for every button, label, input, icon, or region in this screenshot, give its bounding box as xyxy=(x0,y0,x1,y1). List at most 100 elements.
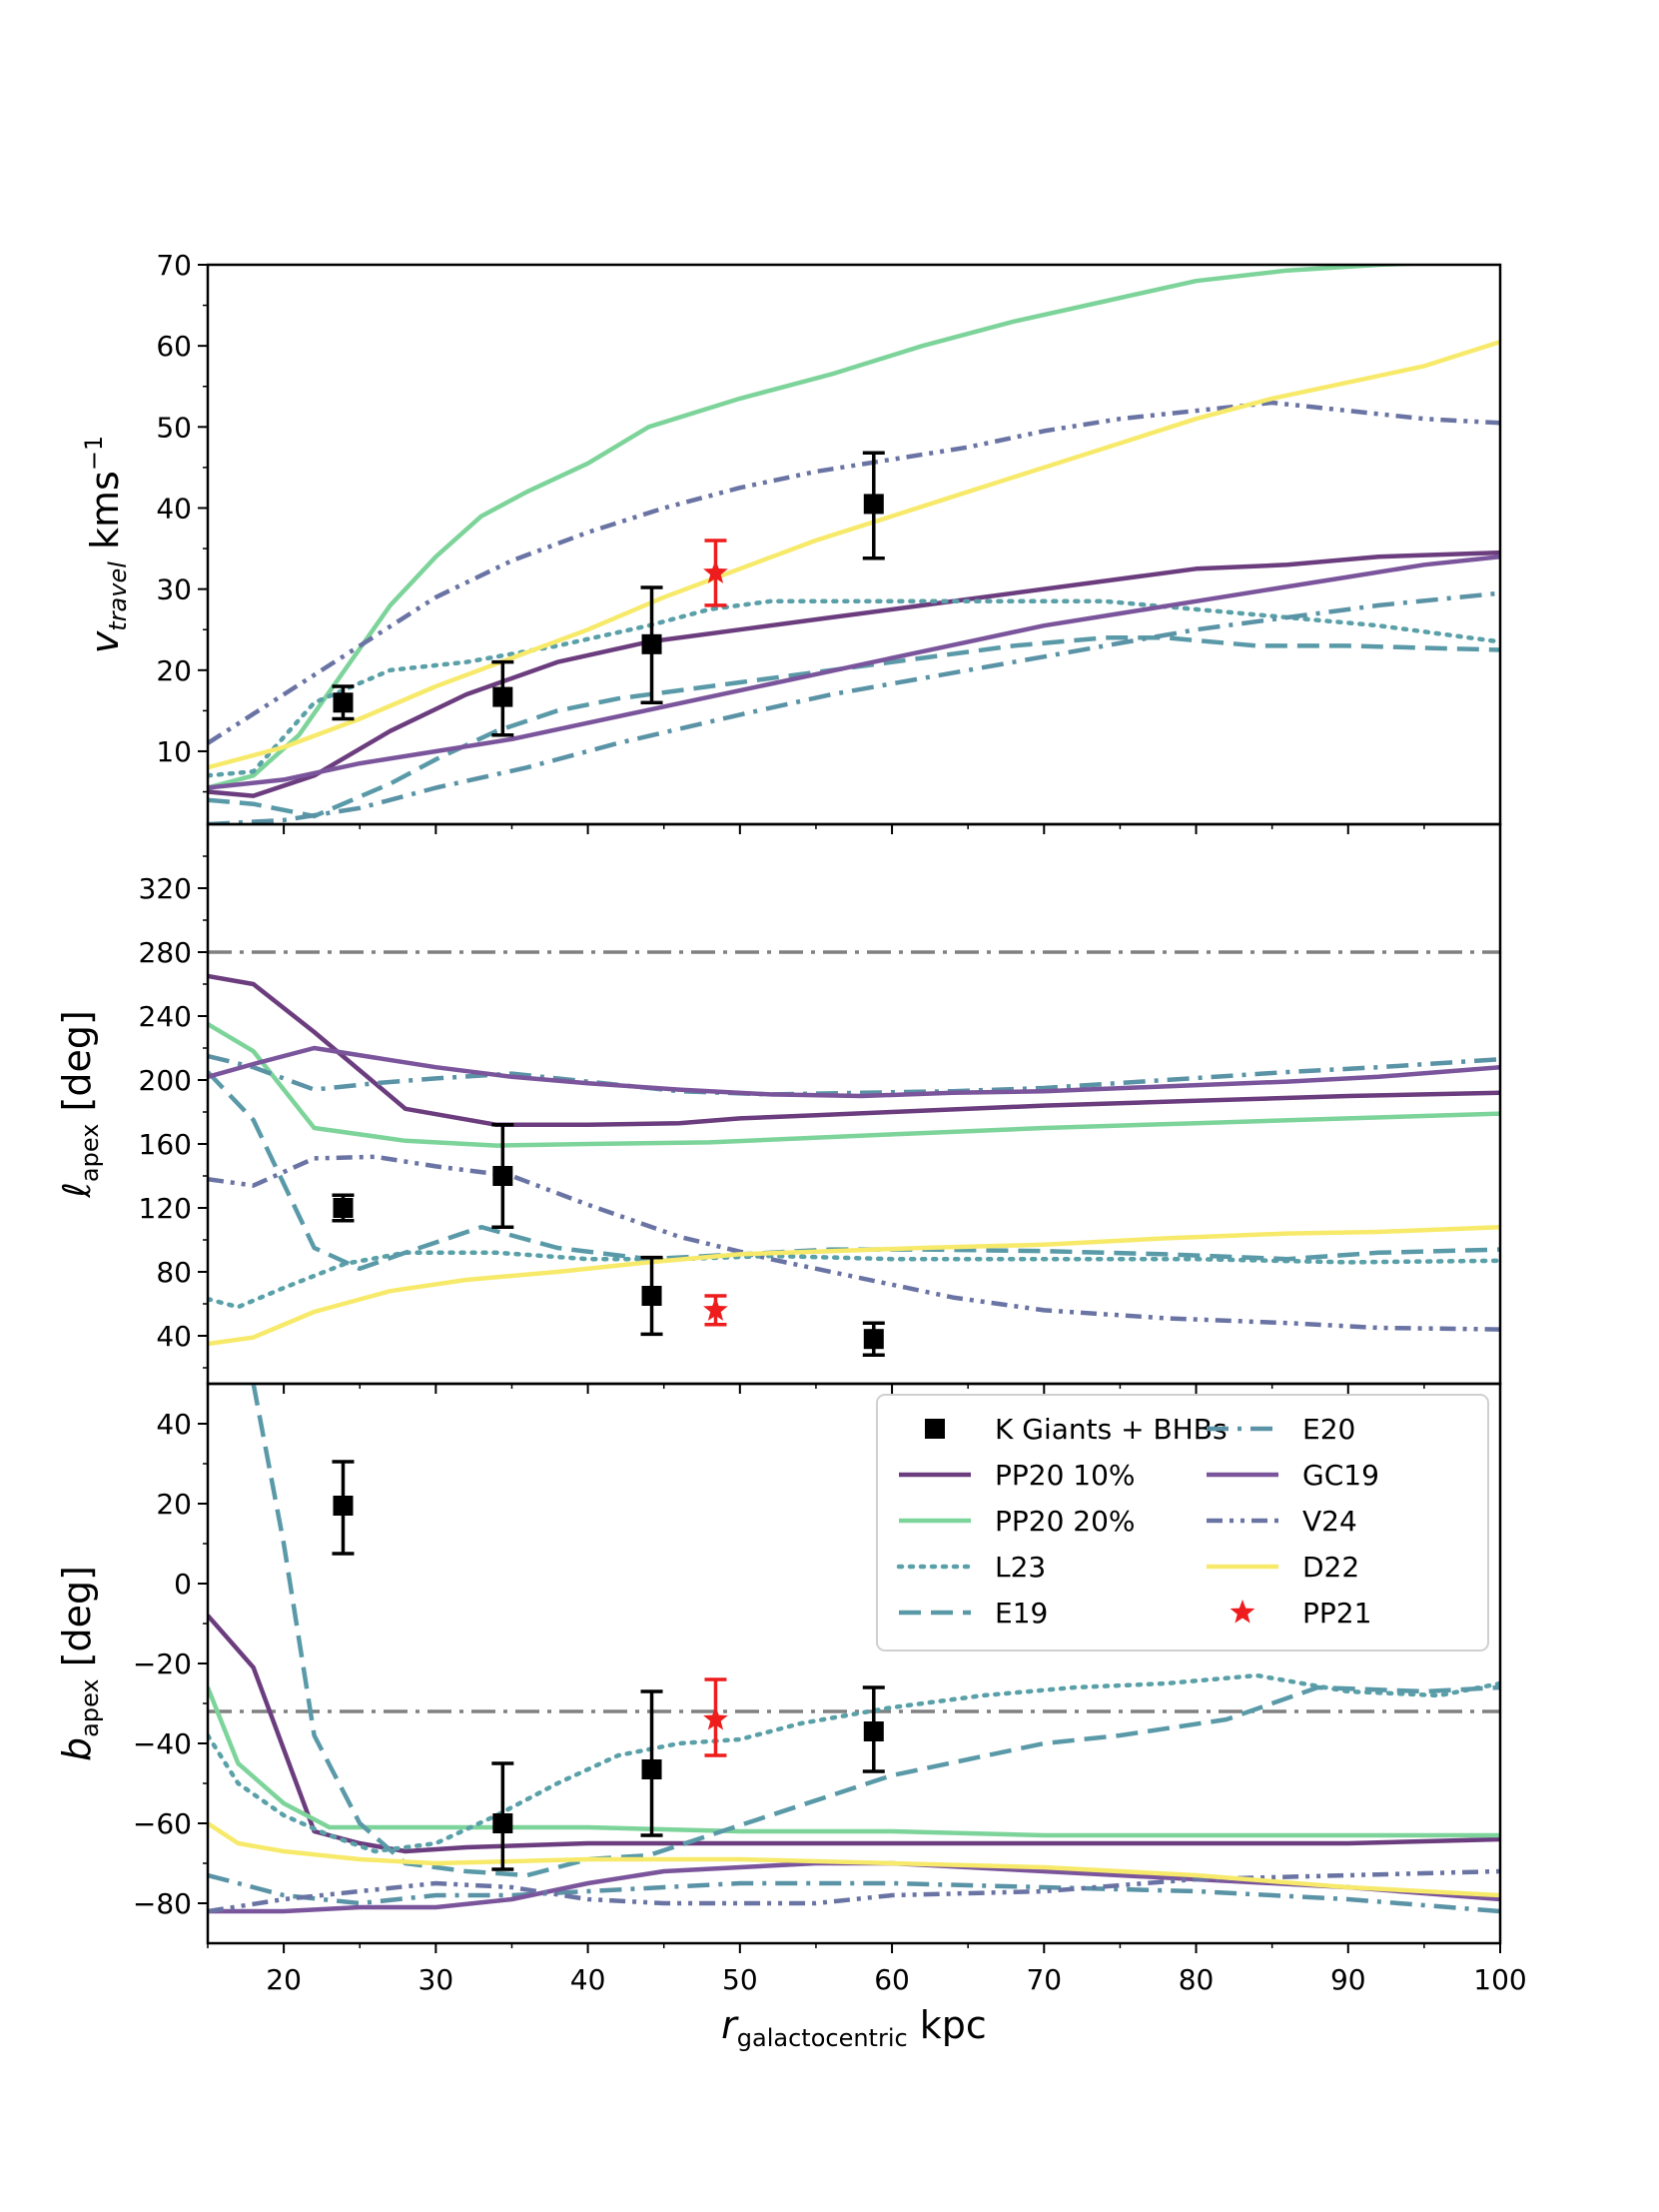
legend-item-pp20_20: PP20 20% xyxy=(899,1505,1136,1538)
legend-item-pp21: PP21 xyxy=(1230,1597,1371,1630)
vtravel-series-l23 xyxy=(208,598,1500,778)
vtravel-series-v24 xyxy=(208,400,1500,745)
legend-swatch xyxy=(925,1419,945,1439)
lapex-kg-point xyxy=(492,1166,513,1186)
vtravel-series-e19 xyxy=(208,635,1500,819)
lapex-ytick-label: 320 xyxy=(139,872,192,905)
xtick-label: 20 xyxy=(266,1963,302,1996)
legend-item-l23: L23 xyxy=(896,1551,1046,1584)
bapex-ytick-label: 0 xyxy=(174,1568,192,1601)
lapex-ytick-label: 120 xyxy=(139,1192,192,1225)
lapex-ytick-label: 280 xyxy=(139,936,192,969)
legend-item-e20: E20 xyxy=(1207,1413,1355,1446)
legend-label: PP20 10% xyxy=(995,1459,1136,1492)
legend-item-gc19: GC19 xyxy=(1207,1459,1379,1492)
legend-item-e19: E19 xyxy=(899,1597,1048,1630)
lapex-ytick-label: 200 xyxy=(139,1064,192,1097)
vtravel-ylabel-unit: kms xyxy=(83,471,127,550)
lapex-axis-title: ℓapex [deg] xyxy=(55,1010,104,1199)
vtravel-kg-point xyxy=(641,633,662,654)
lapex-ytick-label: 80 xyxy=(156,1256,192,1289)
bapex-series-pp20_20 xyxy=(208,1686,1500,1838)
legend-swatch xyxy=(1230,1600,1255,1624)
legend-label: D22 xyxy=(1302,1551,1359,1584)
legend-item-pp20_10: PP20 10% xyxy=(899,1459,1136,1492)
bapex-series-l23 xyxy=(208,1672,1500,1854)
lapex-series-v24 xyxy=(208,1154,1500,1332)
lapex-ylabel-unit: [deg] xyxy=(55,1010,99,1111)
legend: K Giants + BHBs PP20 10% PP20 20% L23 E19 E20… xyxy=(876,1394,1489,1652)
lapex-ytick-label: 240 xyxy=(139,1000,192,1033)
bapex-ytick-label: −60 xyxy=(133,1807,192,1840)
bapex-series-gc19 xyxy=(208,1860,1500,1914)
lapex-panel: 40 80 120 160 200 240 280 320 xyxy=(139,822,1502,1394)
lapex-plot-area xyxy=(208,950,1500,1357)
bapex-ytick-label: 20 xyxy=(156,1488,192,1521)
svg-text:bapex [deg]: bapex [deg] xyxy=(55,1566,104,1761)
lapex-kg-point xyxy=(333,1198,354,1218)
lapex-series-pp20_10 xyxy=(208,973,1500,1128)
xtick-label: 50 xyxy=(722,1963,758,1996)
vtravel-ylabel-sub: travel xyxy=(104,561,132,631)
bapex-plot-area xyxy=(208,1384,1500,1914)
vtravel-series-gc19 xyxy=(208,553,1500,790)
xtick-label: 40 xyxy=(570,1963,606,1996)
vtravel-series-pp20_10 xyxy=(208,550,1500,798)
xlabel-unit: kpc xyxy=(920,2003,987,2047)
vtravel-ytick-label: 10 xyxy=(156,735,192,768)
bapex-kg-point xyxy=(641,1759,662,1779)
lapex-ylabel-sub: apex xyxy=(76,1124,104,1183)
vtravel-ytick-label: 70 xyxy=(156,249,192,282)
vtravel-ylabel-main: v xyxy=(83,630,127,653)
legend-item-kg: K Giants + BHBs xyxy=(925,1413,1228,1446)
bapex-series-pp20_10 xyxy=(208,1614,1500,1854)
lapex-pp21-point xyxy=(703,1297,728,1321)
lapex-series-e20 xyxy=(208,1053,1500,1097)
bapex-ytick-label: 40 xyxy=(156,1408,192,1441)
xtick-label: 70 xyxy=(1026,1963,1062,1996)
xtick-label: 100 xyxy=(1473,1963,1526,1996)
legend-box xyxy=(876,1394,1489,1652)
bapex-kg-point xyxy=(863,1721,884,1741)
bapex-series-d22 xyxy=(208,1821,1500,1898)
vtravel-ytick-label: 50 xyxy=(156,411,192,444)
vtravel-ytick-label: 60 xyxy=(156,330,192,363)
xtick-label: 90 xyxy=(1330,1963,1366,1996)
vtravel-series-d22 xyxy=(208,339,1500,770)
lapex-ytick-label: 40 xyxy=(156,1320,192,1353)
lapex-ytick-label: 160 xyxy=(139,1128,192,1161)
legend-item-v24: V24 xyxy=(1207,1505,1357,1538)
legend-label: PP21 xyxy=(1302,1597,1371,1630)
svg-text:ℓapex [deg]: ℓapex [deg] xyxy=(55,1010,104,1199)
xtick-label: 80 xyxy=(1179,1963,1215,1996)
bapex-ylabel-unit: [deg] xyxy=(55,1566,99,1666)
lapex-series-l23 xyxy=(208,1250,1500,1310)
svg-text:vtravel kms−1: vtravel kms−1 xyxy=(80,436,132,653)
bapex-ylabel-sub: apex xyxy=(76,1678,104,1737)
bapex-frame xyxy=(206,1382,1502,1945)
lapex-ylabel-main: ℓ xyxy=(55,1182,99,1199)
bapex-ytick-label: −40 xyxy=(133,1727,192,1760)
lapex-kg-point xyxy=(641,1286,662,1306)
vtravel-panel: 10 20 30 40 50 60 70 xyxy=(156,249,1502,834)
vtravel-pp21-point xyxy=(703,559,728,583)
xtick-label: 60 xyxy=(874,1963,910,1996)
lapex-series-gc19 xyxy=(208,1045,1500,1099)
vtravel-kg-point xyxy=(863,494,884,515)
bapex-kg-point xyxy=(492,1813,513,1833)
legend-label: V24 xyxy=(1302,1505,1357,1538)
bapex-pp21-point xyxy=(703,1706,728,1730)
legend-label: E20 xyxy=(1302,1413,1355,1446)
vtravel-ylabel-sup: −1 xyxy=(80,436,108,471)
lapex-series-d22 xyxy=(208,1224,1500,1347)
x-axis-title: rgalactocentric kpc xyxy=(721,2003,987,2052)
legend-label: K Giants + BHBs xyxy=(995,1413,1228,1446)
vtravel-frame xyxy=(206,263,1502,826)
bapex-kg-point xyxy=(333,1496,354,1516)
vtravel-axis-title: vtravel kms−1 xyxy=(80,436,132,653)
bapex-axis-title: bapex [deg] xyxy=(55,1566,104,1761)
bapex-series-v24 xyxy=(208,1868,1500,1914)
legend-label: GC19 xyxy=(1302,1459,1379,1492)
vtravel-ytick-label: 20 xyxy=(156,654,192,687)
